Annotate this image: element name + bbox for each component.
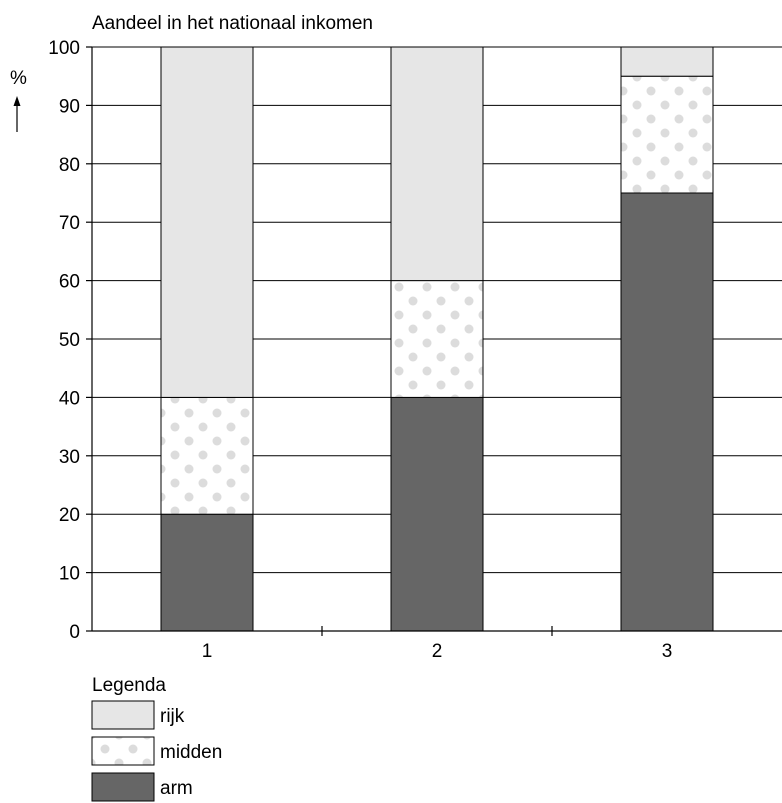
axes <box>86 46 782 636</box>
x-tick-label-1: 1 <box>202 641 213 662</box>
y-tick-label-30: 30 <box>59 447 80 468</box>
legend-swatch-rijk <box>91 700 155 730</box>
y-tick-label-70: 70 <box>59 213 80 234</box>
y-tick-label-0: 0 <box>69 622 80 643</box>
legend: rijk midden arm <box>91 700 222 802</box>
chart-title: Aandeel in het nationaal inkomen <box>92 13 373 34</box>
x-tick-labels: 1 2 3 <box>202 641 673 662</box>
bar-arm-3 <box>620 192 714 632</box>
bar-arm-2 <box>390 396 484 632</box>
bar-midden-1 <box>160 396 254 515</box>
bar-midden-3 <box>620 75 714 194</box>
legend-swatch-arm <box>91 772 155 802</box>
y-tick-label-40: 40 <box>59 388 80 409</box>
bar-rijk-3 <box>620 46 714 77</box>
bar-rijk-2 <box>390 46 484 282</box>
legend-title: Legenda <box>92 675 166 696</box>
legend-label-midden: midden <box>160 742 222 763</box>
y-tick-label-80: 80 <box>59 155 80 176</box>
x-tick-label-2: 2 <box>432 641 443 662</box>
legend-label-rijk: rijk <box>160 706 185 727</box>
bar-rijk-1 <box>160 46 254 398</box>
bars <box>160 46 714 632</box>
y-axis-unit-label: % <box>10 68 27 89</box>
y-tick-label-10: 10 <box>59 564 80 585</box>
y-tick-label-90: 90 <box>59 96 80 117</box>
y-tick-label-60: 60 <box>59 272 80 293</box>
x-tick-label-3: 3 <box>662 641 673 662</box>
y-tick-labels: 0 10 20 30 40 50 60 70 80 90 100 <box>48 38 80 643</box>
bar-midden-2 <box>390 280 484 398</box>
legend-swatch-midden <box>91 736 155 766</box>
bar-arm-1 <box>160 513 254 632</box>
y-tick-label-100: 100 <box>48 38 80 59</box>
y-tick-label-50: 50 <box>59 330 80 351</box>
legend-label-arm: arm <box>160 778 193 799</box>
y-tick-label-20: 20 <box>59 505 80 526</box>
up-arrow-icon <box>13 96 21 132</box>
